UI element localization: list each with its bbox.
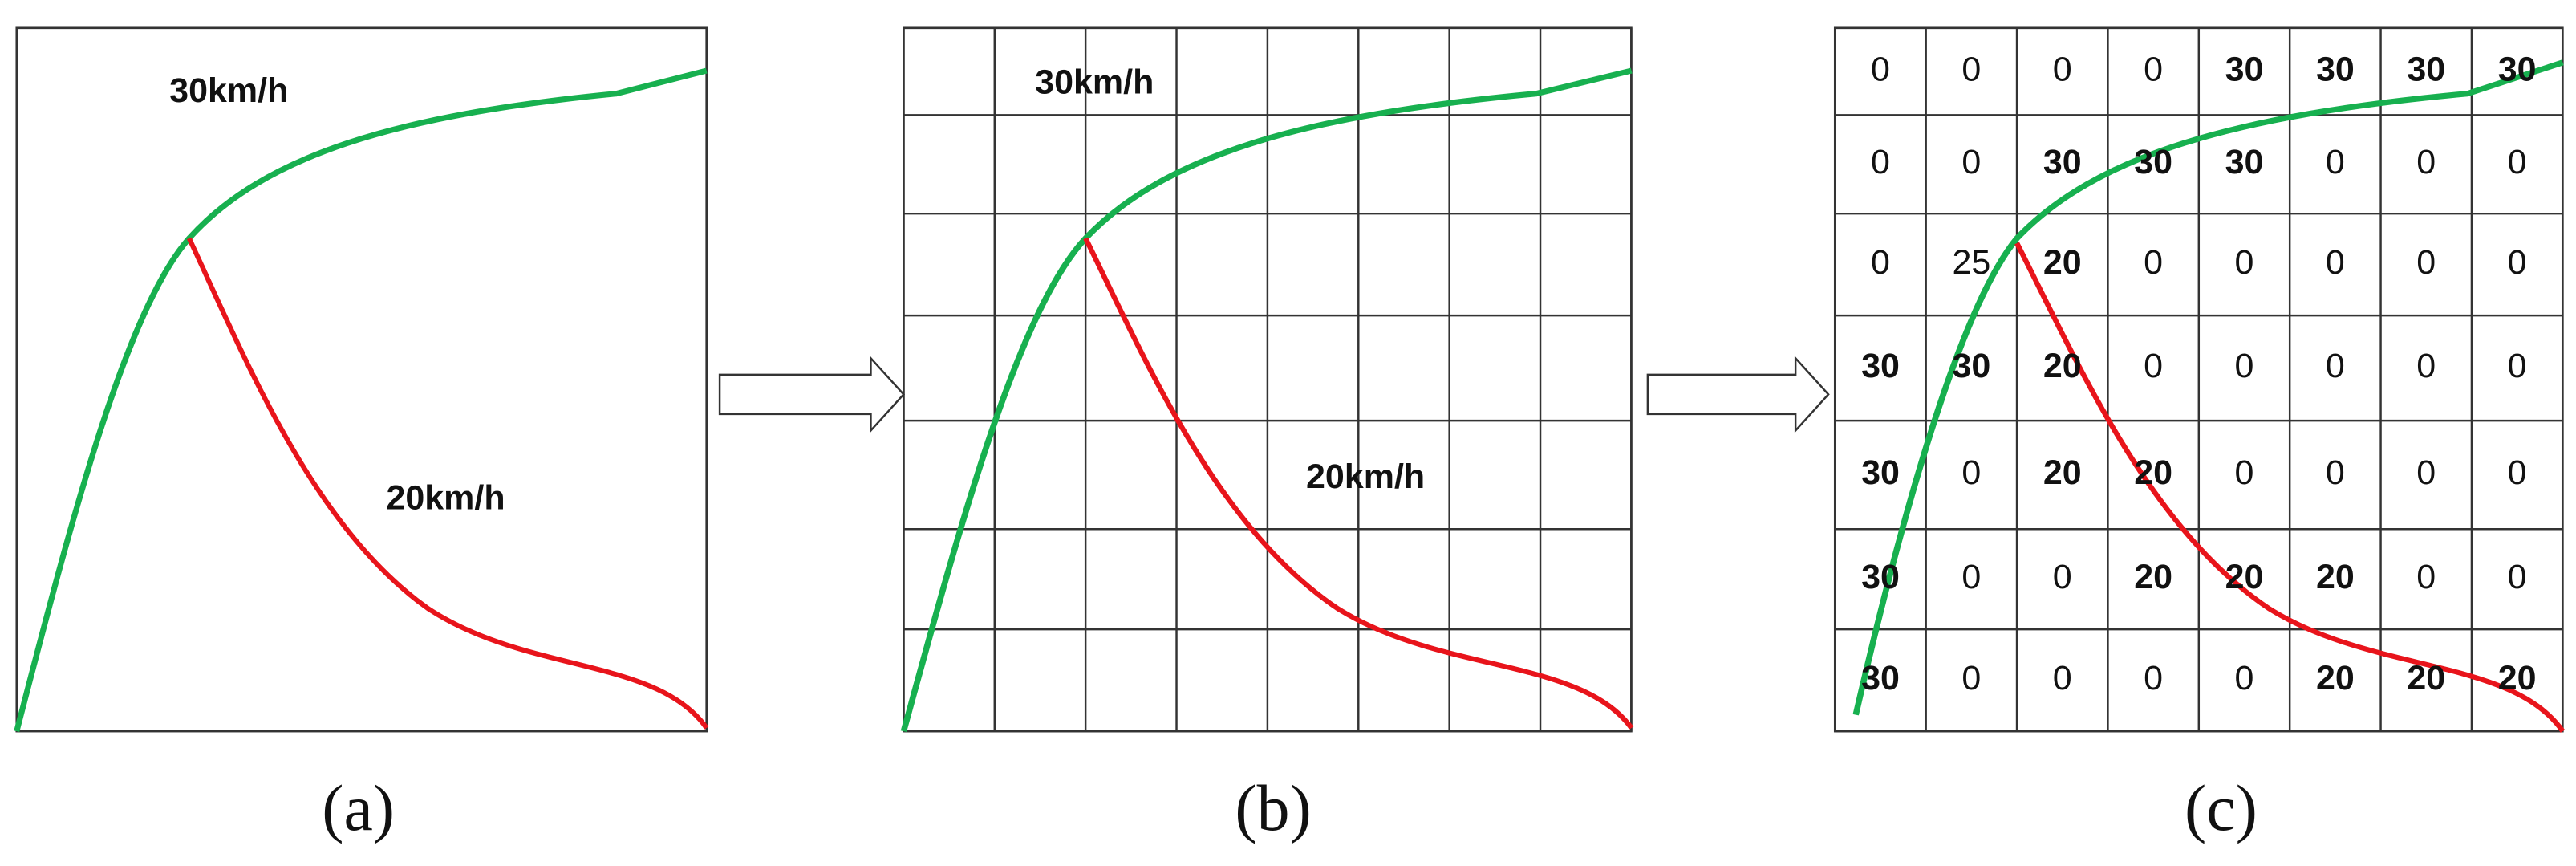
cell-value: 0 [2508, 243, 2527, 282]
cell-value: 0 [2508, 143, 2527, 181]
curve-label: 20km/h [1306, 457, 1425, 496]
cell-value: 0 [1961, 558, 1981, 596]
panel-c-grid [1834, 26, 2564, 733]
cell-value: 0 [2235, 243, 2254, 282]
cell-value: 0 [2326, 243, 2345, 282]
cell-value: 0 [2235, 453, 2254, 492]
cell-value: 30 [2134, 143, 2172, 181]
cell-value: 30 [2043, 143, 2082, 181]
panel-caption: (c) [2185, 771, 2258, 844]
cell-value: 0 [1871, 143, 1890, 181]
cell-value: 30 [2407, 50, 2445, 88]
cell-value: 0 [2508, 558, 2527, 596]
cell-value: 20 [2043, 243, 2082, 282]
speed-curve-30 [14, 67, 708, 733]
panel-a-frame [15, 26, 708, 733]
cell-value: 0 [2508, 347, 2527, 385]
panel-caption: (b) [1235, 771, 1311, 844]
cell-value: 30 [2316, 50, 2355, 88]
cell-value: 0 [1961, 659, 1981, 697]
cell-value: 30 [2225, 143, 2264, 181]
cell-value: 0 [2416, 243, 2436, 282]
curves [1852, 59, 2566, 733]
cell-value: 20 [2043, 453, 2082, 492]
curve-label: 30km/h [169, 71, 288, 110]
cell-value: 30 [2498, 50, 2537, 88]
cell-value: 30 [1861, 558, 1900, 596]
cell-value: 30 [1861, 659, 1900, 697]
cell-value: 0 [2144, 50, 2163, 88]
panel-caption: (a) [322, 771, 395, 844]
cell-value: 0 [2416, 558, 2436, 596]
cell-value: 20 [2407, 659, 2445, 697]
curve-label: 20km/h [386, 479, 505, 518]
cell-values: 0 0 0 0 30 30 30 30 0 0 30 30 30 0 0 0 0 25 20 0 0 0 0 0 30 30 20 0… [1861, 50, 2536, 697]
cell-value: 0 [2326, 453, 2345, 492]
cell-value: 25 [1952, 243, 1990, 282]
cell-value: 0 [1961, 50, 1981, 88]
cell-value: 30 [1861, 453, 1900, 492]
panel-c-frame [1833, 26, 2564, 733]
cell-value: 0 [1871, 50, 1890, 88]
cell-value: 20 [2498, 659, 2537, 697]
cell-value: 20 [2134, 558, 2172, 596]
cell-value: 0 [2416, 347, 2436, 385]
cell-value: 20 [2134, 453, 2172, 492]
cell-value: 0 [2416, 143, 2436, 181]
cell-value: 20 [2225, 558, 2264, 596]
cell-value: 0 [1871, 243, 1890, 282]
cell-value: 30 [1952, 347, 1990, 385]
cell-value: 0 [2144, 347, 2163, 385]
cell-value: 0 [2326, 347, 2345, 385]
arrow [1646, 356, 1830, 433]
cell-value: 20 [2316, 558, 2355, 596]
cell-value: 0 [2326, 143, 2345, 181]
cell-value: 0 [2416, 453, 2436, 492]
cell-value: 20 [2316, 659, 2355, 697]
cell-value: 0 [2053, 558, 2072, 596]
cell-value: 0 [2235, 659, 2254, 697]
arrow [718, 356, 906, 433]
speed-curve-30 [1852, 59, 2564, 716]
cell-value: 0 [2053, 659, 2072, 697]
cell-value: 30 [1861, 347, 1900, 385]
cell-value: 0 [2508, 453, 2527, 492]
cell-value: 0 [2235, 347, 2254, 385]
curve-label: 30km/h [1035, 63, 1154, 102]
panel-b-frame [903, 26, 1633, 733]
speed-curve-20 [1083, 237, 1634, 730]
cell-value: 0 [2144, 243, 2163, 282]
cell-value: 0 [1961, 143, 1981, 181]
cell-value: 0 [2144, 659, 2163, 697]
speed-curve-20 [2014, 242, 2566, 733]
cell-value: 20 [2043, 347, 2082, 385]
cell-value: 30 [2225, 50, 2264, 88]
cell-value: 0 [2053, 50, 2072, 88]
speed-curve-20 [186, 237, 709, 730]
cell-value: 0 [1961, 453, 1981, 492]
curves [900, 67, 1634, 733]
